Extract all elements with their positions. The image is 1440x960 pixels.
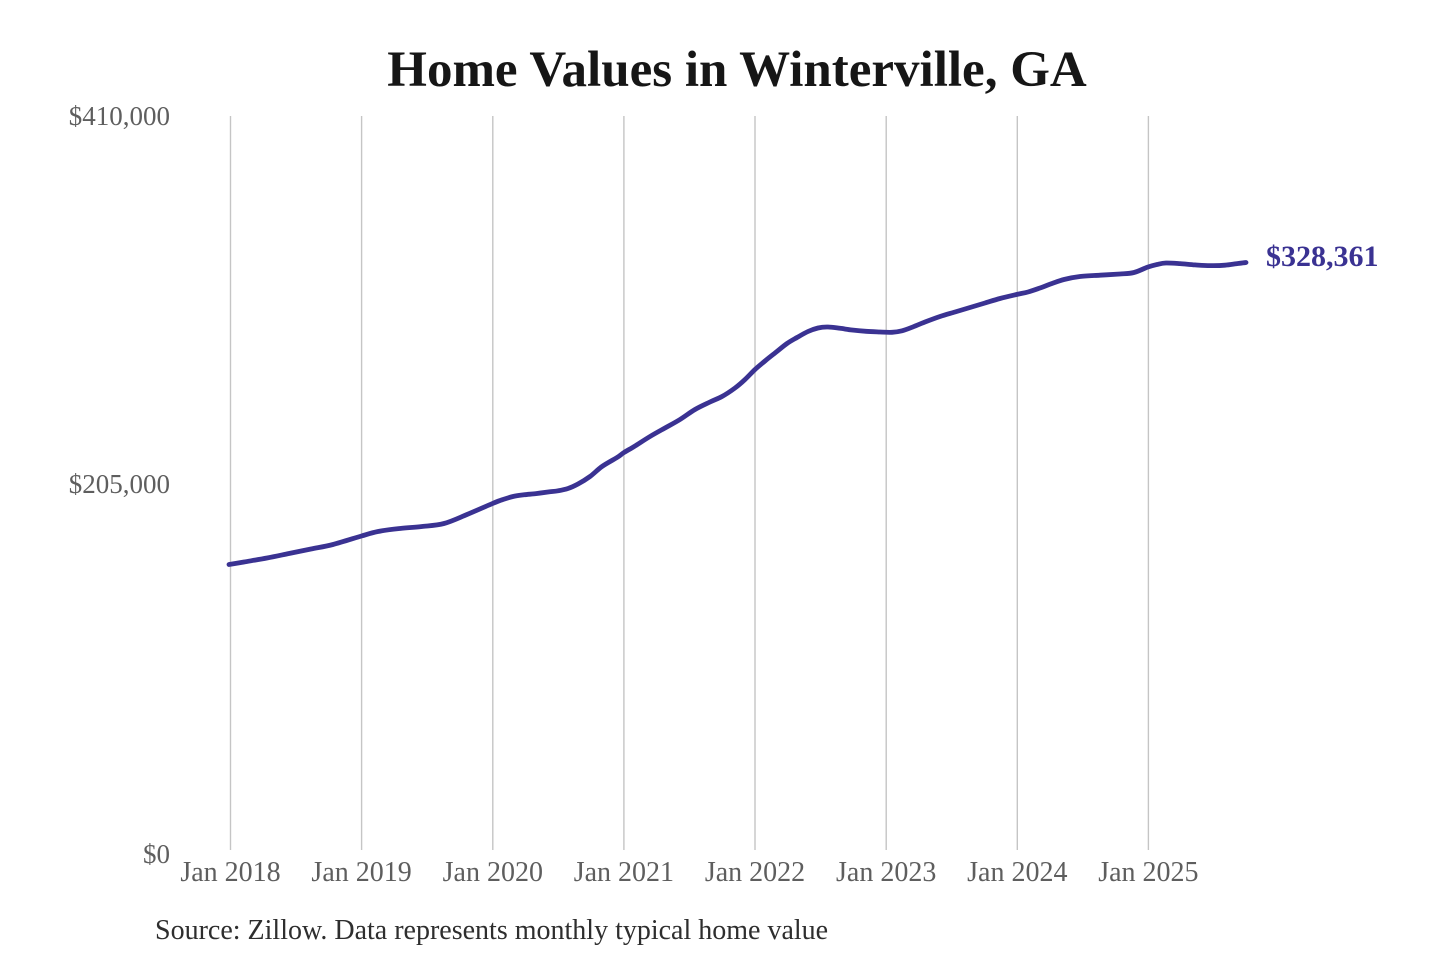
svg-text:Jan 2018: Jan 2018 [180, 857, 280, 888]
svg-text:Source: Zillow. Data represent: Source: Zillow. Data represents monthly … [155, 915, 828, 946]
svg-text:$328,361: $328,361 [1266, 240, 1379, 273]
svg-text:Jan 2019: Jan 2019 [311, 857, 411, 888]
svg-text:Jan 2023: Jan 2023 [836, 857, 936, 888]
svg-text:Home Values in Winterville, GA: Home Values in Winterville, GA [387, 42, 1087, 98]
svg-text:Jan 2020: Jan 2020 [443, 857, 543, 888]
svg-text:Jan 2024: Jan 2024 [967, 857, 1067, 888]
svg-text:Jan 2021: Jan 2021 [574, 857, 674, 888]
svg-text:Jan 2025: Jan 2025 [1098, 857, 1198, 888]
svg-text:$0: $0 [143, 839, 170, 869]
svg-text:$205,000: $205,000 [69, 469, 170, 499]
svg-text:Jan 2022: Jan 2022 [705, 857, 805, 888]
svg-text:$410,000: $410,000 [69, 101, 170, 131]
